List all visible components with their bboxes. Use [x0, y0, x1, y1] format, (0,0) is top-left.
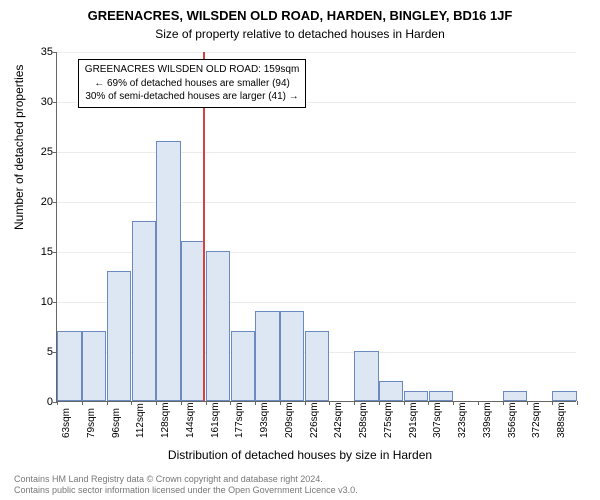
- y-tick-label: 35: [29, 46, 53, 58]
- y-tick-label: 10: [29, 296, 53, 308]
- y-tick-label: 0: [29, 396, 53, 408]
- y-tick-mark: [53, 252, 57, 253]
- x-tick-label: 193sqm: [259, 402, 270, 438]
- x-tick-mark: [57, 401, 58, 405]
- x-tick-label: 372sqm: [531, 402, 542, 438]
- histogram-bar: [132, 221, 156, 401]
- annotation-box: GREENACRES WILSDEN OLD ROAD: 159sqm← 69%…: [78, 59, 307, 108]
- x-tick-label: 307sqm: [432, 402, 443, 438]
- x-tick-label: 177sqm: [234, 402, 245, 438]
- histogram-bar: [305, 331, 329, 401]
- x-tick-label: 291sqm: [408, 402, 419, 438]
- x-tick-label: 79sqm: [86, 408, 97, 438]
- histogram-bar: [181, 241, 205, 401]
- x-tick-mark: [206, 401, 207, 405]
- chart-title-sub: Size of property relative to detached ho…: [0, 23, 600, 41]
- x-tick-mark: [82, 401, 83, 405]
- x-tick-label: 226sqm: [309, 402, 320, 438]
- x-tick-mark: [354, 401, 355, 405]
- gridline: [57, 52, 576, 53]
- plot-region: 0510152025303563sqm79sqm96sqm112sqm128sq…: [56, 52, 576, 402]
- x-tick-mark: [404, 401, 405, 405]
- x-axis-label: Distribution of detached houses by size …: [0, 448, 600, 462]
- gridline: [57, 202, 576, 203]
- histogram-bar: [255, 311, 279, 401]
- y-tick-label: 25: [29, 146, 53, 158]
- x-tick-mark: [255, 401, 256, 405]
- y-tick-mark: [53, 102, 57, 103]
- x-tick-label: 161sqm: [210, 402, 221, 438]
- x-tick-label: 242sqm: [333, 402, 344, 438]
- x-tick-label: 63sqm: [61, 408, 72, 438]
- histogram-bar: [156, 141, 180, 401]
- y-axis-label: Number of detached properties: [12, 65, 26, 230]
- x-tick-label: 112sqm: [135, 403, 146, 438]
- histogram-bar: [503, 391, 527, 401]
- x-tick-mark: [107, 401, 108, 405]
- footer-line2: Contains public sector information licen…: [14, 485, 358, 496]
- x-tick-mark: [156, 401, 157, 405]
- x-tick-mark: [503, 401, 504, 405]
- x-tick-mark: [230, 401, 231, 405]
- annotation-line: ← 69% of detached houses are smaller (94…: [85, 77, 300, 91]
- x-tick-label: 128sqm: [160, 402, 171, 438]
- annotation-line: GREENACRES WILSDEN OLD ROAD: 159sqm: [85, 63, 300, 77]
- x-tick-label: 388sqm: [556, 402, 567, 438]
- histogram-bar: [379, 381, 403, 401]
- y-tick-label: 15: [29, 246, 53, 258]
- annotation-line: 30% of semi-detached houses are larger (…: [85, 90, 300, 104]
- histogram-bar: [206, 251, 230, 401]
- x-tick-mark: [527, 401, 528, 405]
- x-tick-mark: [379, 401, 380, 405]
- histogram-bar: [107, 271, 131, 401]
- x-tick-mark: [453, 401, 454, 405]
- y-tick-label: 5: [29, 346, 53, 358]
- x-tick-label: 275sqm: [383, 402, 394, 438]
- x-tick-mark: [577, 401, 578, 405]
- histogram-bar: [429, 391, 453, 401]
- histogram-bar: [82, 331, 106, 401]
- x-tick-label: 258sqm: [358, 402, 369, 438]
- y-tick-label: 20: [29, 196, 53, 208]
- histogram-bar: [552, 391, 576, 401]
- histogram-bar: [354, 351, 378, 401]
- x-tick-label: 339sqm: [482, 402, 493, 438]
- x-tick-label: 96sqm: [111, 408, 122, 438]
- x-tick-mark: [552, 401, 553, 405]
- x-tick-mark: [280, 401, 281, 405]
- footer-attribution: Contains HM Land Registry data © Crown c…: [14, 474, 358, 497]
- y-tick-mark: [53, 52, 57, 53]
- footer-line1: Contains HM Land Registry data © Crown c…: [14, 474, 358, 485]
- x-tick-label: 323sqm: [457, 402, 468, 438]
- chart-plot-area: 0510152025303563sqm79sqm96sqm112sqm128sq…: [56, 52, 576, 402]
- x-tick-mark: [478, 401, 479, 405]
- x-tick-mark: [428, 401, 429, 405]
- histogram-bar: [231, 331, 255, 401]
- x-tick-mark: [131, 401, 132, 405]
- x-tick-mark: [305, 401, 306, 405]
- x-tick-mark: [181, 401, 182, 405]
- x-tick-label: 144sqm: [185, 402, 196, 438]
- y-tick-label: 30: [29, 96, 53, 108]
- chart-title-main: GREENACRES, WILSDEN OLD ROAD, HARDEN, BI…: [0, 0, 600, 23]
- x-tick-label: 209sqm: [284, 402, 295, 438]
- gridline: [57, 152, 576, 153]
- histogram-bar: [57, 331, 81, 401]
- x-tick-mark: [329, 401, 330, 405]
- y-tick-mark: [53, 152, 57, 153]
- y-tick-mark: [53, 202, 57, 203]
- histogram-bar: [404, 391, 428, 401]
- x-tick-label: 356sqm: [507, 402, 518, 438]
- y-tick-mark: [53, 302, 57, 303]
- histogram-bar: [280, 311, 304, 401]
